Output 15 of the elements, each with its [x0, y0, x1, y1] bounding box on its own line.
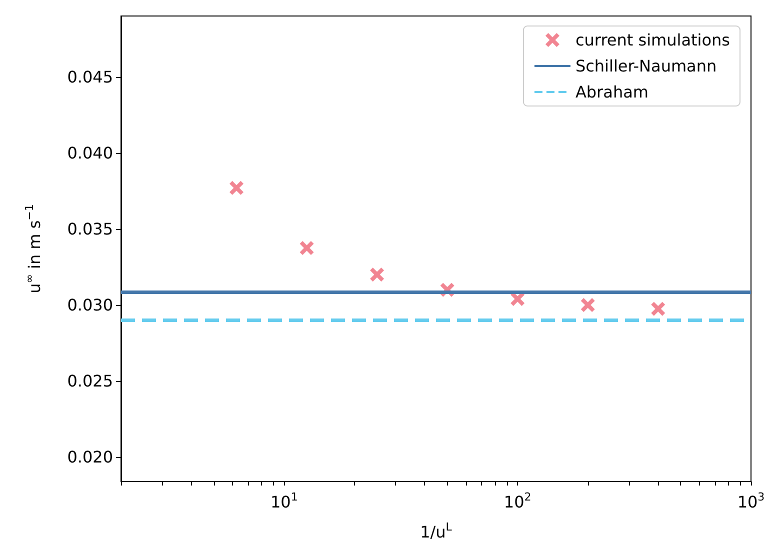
point: [230, 180, 244, 195]
point: [580, 298, 595, 312]
legend-label: Schiller-Naumann: [575, 56, 717, 76]
y-tick-label: 0.045: [67, 67, 113, 86]
legend-label: current simulations: [575, 30, 730, 50]
y-tick-label: 0.020: [67, 448, 113, 467]
y-tick-label: 0.025: [67, 372, 113, 391]
y-axis-title: u∞ in m s−1: [23, 204, 44, 294]
y-tick-label: 0.040: [67, 143, 113, 162]
legend-label: Abraham: [575, 82, 648, 102]
y-tick-label: 0.035: [67, 219, 113, 238]
point: [370, 268, 384, 282]
point: [300, 240, 314, 255]
y-tick-label: 0.030: [67, 296, 113, 315]
point: [651, 302, 666, 316]
